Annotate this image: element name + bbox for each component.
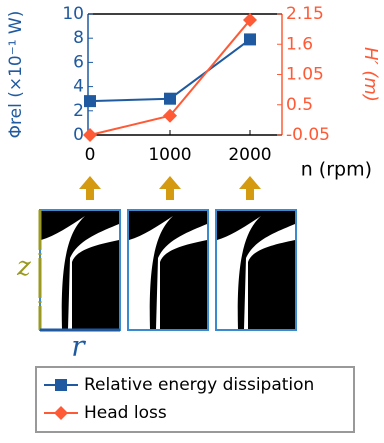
x-tick-label: 0 xyxy=(85,145,96,165)
y2-tick-label: 1.6 xyxy=(286,34,313,54)
arrows xyxy=(79,176,261,200)
marker xyxy=(243,13,257,28)
y-axis-label: Φrel (×10⁻¹ W) xyxy=(6,11,26,139)
y2-tick-label: 1.05 xyxy=(286,65,324,85)
marker xyxy=(84,95,96,108)
y2-tick-label: -0.05 xyxy=(286,125,330,145)
y-tick-label: 10 xyxy=(62,4,84,24)
z-label: z xyxy=(16,252,31,282)
flow-panels xyxy=(38,209,297,332)
marker xyxy=(83,128,97,142)
marker xyxy=(244,33,256,46)
y-tick-label: 8 xyxy=(73,28,84,48)
marker xyxy=(163,108,177,123)
r-label: r xyxy=(71,330,86,363)
y2-tick-label: 2.15 xyxy=(286,4,324,24)
legend-label: Head loss xyxy=(84,403,167,423)
marker xyxy=(164,92,176,105)
x-tick-label: 2000 xyxy=(228,145,271,165)
y2-tick-label: 0.5 xyxy=(286,95,313,115)
legend-label: Relative energy dissipation xyxy=(84,375,314,395)
y-tick-label: 2 xyxy=(73,101,84,121)
y-tick-label: 4 xyxy=(73,77,84,97)
legend-marker xyxy=(54,406,68,420)
x-tick-label: 1000 xyxy=(148,145,191,165)
legend-box xyxy=(35,366,355,433)
legend-marker xyxy=(55,379,67,391)
y-tick-label: 0 xyxy=(73,125,84,145)
y2-axis-label: H′ (m) xyxy=(360,47,381,102)
x-axis-label: n (rpm) xyxy=(301,159,372,181)
y-tick-label: 6 xyxy=(73,52,84,72)
